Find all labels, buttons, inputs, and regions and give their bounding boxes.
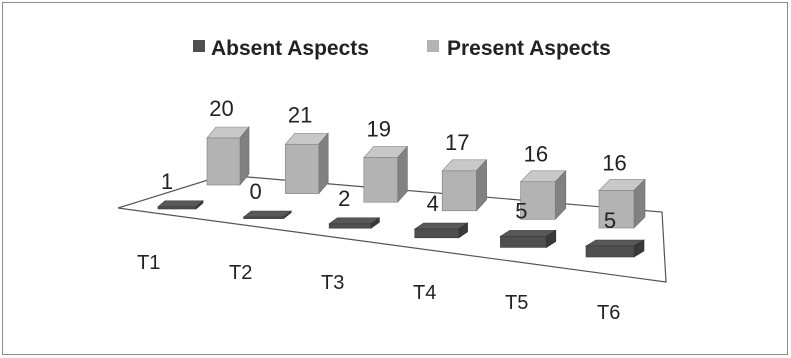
category-label: T4: [413, 282, 436, 304]
bar-present-t2: [284, 132, 329, 195]
bar-absent-t6: [584, 239, 646, 258]
legend-label-present: Present Aspects: [447, 37, 611, 60]
bar-present-t3: [363, 145, 409, 203]
legend-swatch-present: [427, 40, 439, 52]
data-label-absent: 5: [604, 208, 616, 233]
bar-present-t5: [519, 170, 567, 221]
category-label: T2: [229, 262, 252, 284]
data-label-absent: 2: [338, 186, 350, 211]
data-label-present: 17: [445, 130, 469, 155]
data-label-absent: 5: [515, 198, 527, 223]
data-label-present: 19: [366, 116, 390, 141]
bar-present-t6: [598, 178, 646, 229]
data-label-present: 16: [524, 141, 548, 166]
chart-marks: 20 1 21 0 19 2 17 4 16 5 16 5: [157, 96, 646, 258]
data-label-absent: 1: [161, 169, 173, 194]
bar-present-t4: [441, 159, 488, 212]
bar-absent-t3: [328, 217, 381, 229]
data-label-absent: 4: [427, 191, 439, 216]
category-label: T1: [137, 252, 160, 274]
bar-absent-t4: [413, 222, 469, 239]
data-label-present: 20: [209, 96, 233, 121]
bar-absent-t2: [242, 210, 293, 220]
bar-absent-t1: [157, 200, 204, 210]
legend-label-absent: Absent Aspects: [211, 37, 369, 60]
bar-present-t1: [206, 126, 250, 186]
bar-absent-t5: [499, 229, 557, 248]
data-label-present: 16: [602, 150, 626, 175]
legend-swatch-absent: [193, 40, 205, 52]
data-label-present: 21: [288, 103, 312, 128]
category-label: T3: [321, 272, 344, 294]
legend: Absent Aspects Present Aspects: [193, 37, 611, 60]
data-label-absent: 0: [249, 179, 261, 204]
category-label: T6: [597, 302, 620, 324]
category-label: T5: [505, 292, 528, 314]
category-labels: T1 T2 T3 T4 T5 T6: [137, 252, 620, 324]
